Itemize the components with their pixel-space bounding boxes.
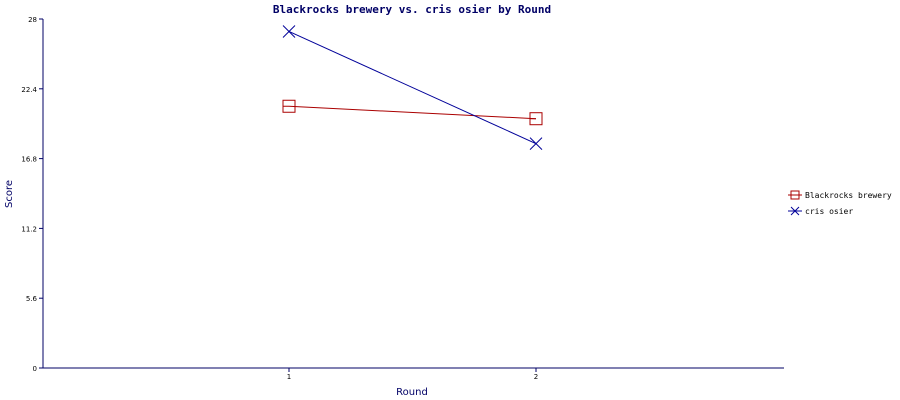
y-tick-label: 22.4 [21, 86, 37, 94]
series-0 [282, 99, 543, 126]
legend-label: cris osier [805, 207, 853, 216]
series-line [288, 31, 537, 145]
legend-item: Blackrocks brewery [788, 190, 892, 200]
legend-item: cris osier [788, 206, 853, 216]
y-axis-label: Score [4, 180, 15, 208]
y-tick-label: 28 [28, 16, 37, 24]
x-axis-label: Round [396, 387, 428, 398]
x-marker-stroke [282, 25, 296, 38]
legend: Blackrocks brewery cris osier [788, 190, 892, 216]
legend-label: Blackrocks brewery [805, 191, 892, 200]
x-tick-label: 1 [287, 373, 291, 381]
y-tick-label: 0 [33, 365, 37, 373]
x-tick-label: 2 [534, 373, 538, 381]
y-tick-label: 5.6 [26, 295, 38, 303]
series-layer [282, 25, 543, 150]
chart-title: Blackrocks brewery vs. cris osier by Rou… [273, 3, 551, 16]
axes [42, 19, 784, 369]
x-marker-stroke [790, 206, 800, 216]
x-marker-stroke [529, 137, 543, 150]
y-tick-label: 11.2 [21, 225, 37, 233]
series-line [288, 105, 537, 120]
y-tick-label: 16.8 [21, 156, 37, 164]
y-ticks: 0 5.6 11.2 16.8 22.4 28 [21, 16, 43, 373]
series-1 [282, 25, 543, 150]
